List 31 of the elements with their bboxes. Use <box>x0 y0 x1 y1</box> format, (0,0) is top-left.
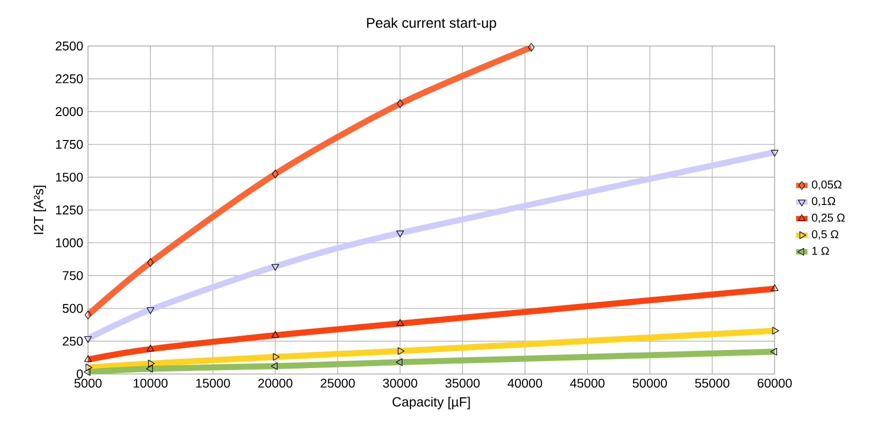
x-tick-label: 45000 <box>570 378 604 388</box>
x-tick-label: 15000 <box>196 378 230 388</box>
x-tick-label: 10000 <box>134 378 168 388</box>
x-tick-label: 40000 <box>508 378 542 388</box>
legend-label: 0,5 Ω <box>812 230 838 240</box>
legend-label: 0,25 Ω <box>812 214 845 224</box>
y-tick-label: 250 <box>62 336 83 346</box>
x-tick-label: 25000 <box>320 378 355 388</box>
x-tick-label: 35000 <box>445 378 480 388</box>
x-axis-title: Capacity [µF] <box>392 396 470 410</box>
y-tick-label: 1750 <box>56 140 83 149</box>
y-tick-label: 1000 <box>56 238 83 248</box>
y-tick-label: 2250 <box>56 74 83 84</box>
y-tick-label: 1500 <box>56 172 83 182</box>
legend-label: 0,05Ω <box>812 180 842 190</box>
y-tick-label: 500 <box>62 304 83 313</box>
y-tick-label: 1250 <box>56 206 83 214</box>
x-tick-label: 30000 <box>382 378 418 388</box>
x-tick-label: 50000 <box>632 378 667 388</box>
y-axis-title: I2T [A²s] <box>34 186 46 234</box>
y-tick-label: 0 <box>76 370 83 378</box>
x-tick-label: 55000 <box>695 378 730 388</box>
x-tick-label: 20000 <box>258 378 292 388</box>
x-tick-label: 5000 <box>74 378 102 388</box>
y-tick-label: 750 <box>62 271 83 280</box>
y-tick-label: 2000 <box>56 107 83 116</box>
legend-label: 1 Ω <box>812 246 829 255</box>
y-tick-label: 2500 <box>56 42 83 50</box>
legend-label: 0,1Ω <box>812 197 836 206</box>
x-tick-label: 60000 <box>758 378 792 388</box>
chart-title: Peak current start-up <box>367 18 496 31</box>
